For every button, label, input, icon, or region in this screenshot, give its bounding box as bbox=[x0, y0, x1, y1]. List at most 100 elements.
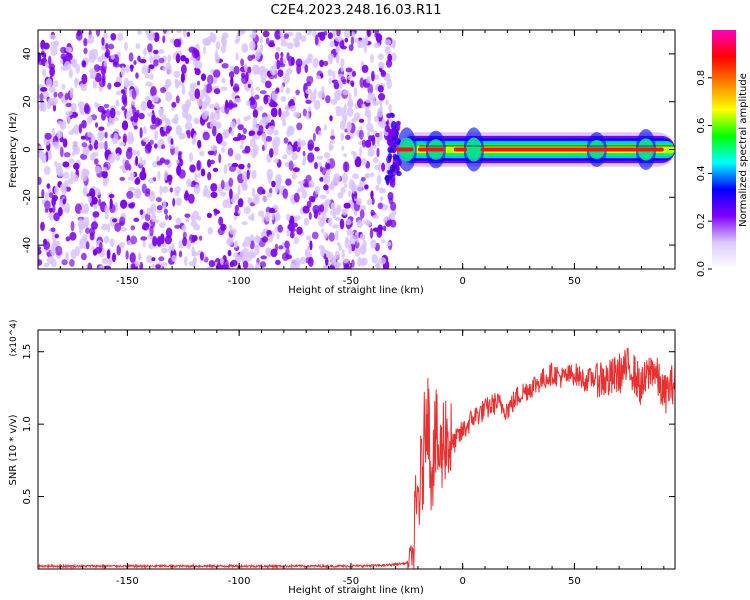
noise-blob bbox=[150, 203, 157, 214]
noise-blob bbox=[246, 115, 251, 120]
colorbar-tick-label: 0.8 bbox=[696, 70, 707, 86]
spectrogram-panel: -150 -100 -50 0 50 -40 -20 0 20 40 Height of str… bbox=[8, 29, 676, 296]
noise-blob bbox=[374, 263, 381, 268]
spectrogram-y-ticks: -40 -20 0 20 40 bbox=[22, 48, 675, 253]
noise-blob bbox=[288, 126, 295, 136]
noise-blob bbox=[302, 108, 308, 117]
noise-blob bbox=[214, 54, 220, 64]
noise-blob bbox=[212, 125, 217, 137]
noise-blob bbox=[340, 58, 345, 67]
noise-blob bbox=[175, 125, 182, 136]
noise-blob bbox=[181, 109, 189, 119]
noise-blob bbox=[377, 61, 384, 69]
noise-blob bbox=[104, 51, 109, 58]
noise-blob bbox=[306, 245, 311, 256]
noise-blob bbox=[188, 89, 196, 98]
noise-blob bbox=[237, 210, 242, 215]
noise-blob bbox=[347, 98, 354, 107]
noise-blob bbox=[243, 63, 248, 72]
noise-blob bbox=[242, 260, 249, 269]
noise-blob bbox=[340, 45, 347, 50]
noise-blob bbox=[254, 235, 261, 244]
noise-blob bbox=[270, 107, 278, 118]
noise-blob bbox=[249, 40, 256, 51]
noise-blob bbox=[54, 185, 59, 195]
noise-blob bbox=[335, 46, 341, 51]
noise-blob bbox=[156, 160, 163, 166]
noise-blob bbox=[360, 176, 366, 182]
noise-blob bbox=[65, 46, 73, 53]
noise-blob bbox=[198, 235, 203, 241]
noise-blob bbox=[365, 98, 372, 103]
noise-blob bbox=[335, 90, 343, 95]
noise-blob bbox=[278, 107, 282, 118]
noise-blob bbox=[149, 139, 154, 145]
noise-blob bbox=[247, 66, 252, 74]
noise-blob bbox=[303, 217, 310, 226]
noise-blob bbox=[208, 260, 216, 268]
noise-blob bbox=[351, 259, 355, 268]
noise-blob bbox=[89, 68, 96, 74]
noise-blob bbox=[377, 121, 384, 126]
noise-blob bbox=[165, 227, 173, 238]
noise-blob bbox=[324, 202, 329, 213]
noise-blob bbox=[220, 141, 227, 147]
noise-blob bbox=[269, 40, 275, 45]
noise-blob bbox=[209, 113, 214, 124]
noise-blob bbox=[155, 197, 162, 203]
noise-blob bbox=[133, 188, 141, 199]
noise-blob bbox=[60, 46, 67, 54]
noise-blob bbox=[166, 65, 173, 75]
noise-blob bbox=[62, 198, 66, 205]
noise-blob bbox=[193, 59, 199, 67]
noise-blob bbox=[171, 242, 175, 252]
snr-x-tick-label: 50 bbox=[568, 576, 581, 587]
noise-blob bbox=[106, 249, 111, 259]
noise-blob bbox=[266, 192, 273, 198]
noise-blob bbox=[190, 219, 198, 228]
noise-blob bbox=[119, 63, 126, 69]
noise-blob bbox=[259, 261, 267, 268]
noise-blob bbox=[160, 247, 169, 254]
noise-blob bbox=[52, 141, 60, 147]
signal-band bbox=[395, 127, 675, 172]
noise-blob bbox=[189, 152, 193, 163]
noise-blob bbox=[235, 52, 239, 61]
noise-blob bbox=[227, 147, 234, 157]
noise-blob bbox=[343, 202, 351, 209]
noise-blob bbox=[50, 227, 56, 232]
noise-blob bbox=[390, 219, 397, 228]
noise-blob bbox=[341, 172, 348, 184]
noise-blob bbox=[323, 31, 328, 36]
noise-blob bbox=[289, 105, 297, 112]
noise-blob bbox=[129, 203, 135, 209]
noise-blob bbox=[85, 227, 90, 234]
noise-blob bbox=[341, 248, 345, 260]
noise-blob bbox=[271, 139, 277, 148]
noise-blob bbox=[367, 83, 374, 95]
noise-blob bbox=[265, 135, 273, 142]
noise-blob bbox=[320, 228, 325, 234]
snr-frame bbox=[37, 329, 676, 570]
noise-blob bbox=[276, 47, 281, 52]
noise-blob bbox=[126, 190, 134, 199]
noise-blob bbox=[157, 118, 163, 126]
noise-blob bbox=[206, 212, 212, 218]
noise-blob bbox=[300, 139, 306, 147]
noise-blob bbox=[275, 212, 281, 221]
noise-blob bbox=[334, 230, 339, 241]
noise-blob bbox=[302, 150, 306, 157]
colorbar-label: Normalized spectral amplitude bbox=[738, 73, 749, 227]
noise-blob bbox=[44, 200, 51, 211]
noise-blob bbox=[345, 134, 351, 140]
noise-blob bbox=[339, 218, 345, 230]
noise-blob bbox=[181, 84, 186, 95]
noise-blob bbox=[193, 49, 200, 58]
noise-blob bbox=[305, 174, 312, 183]
noise-blob bbox=[183, 192, 190, 201]
noise-blob bbox=[41, 153, 47, 164]
noise-blob bbox=[233, 83, 240, 93]
noise-blob bbox=[48, 211, 55, 221]
noise-blob bbox=[285, 178, 292, 186]
noise-blob bbox=[305, 57, 313, 64]
